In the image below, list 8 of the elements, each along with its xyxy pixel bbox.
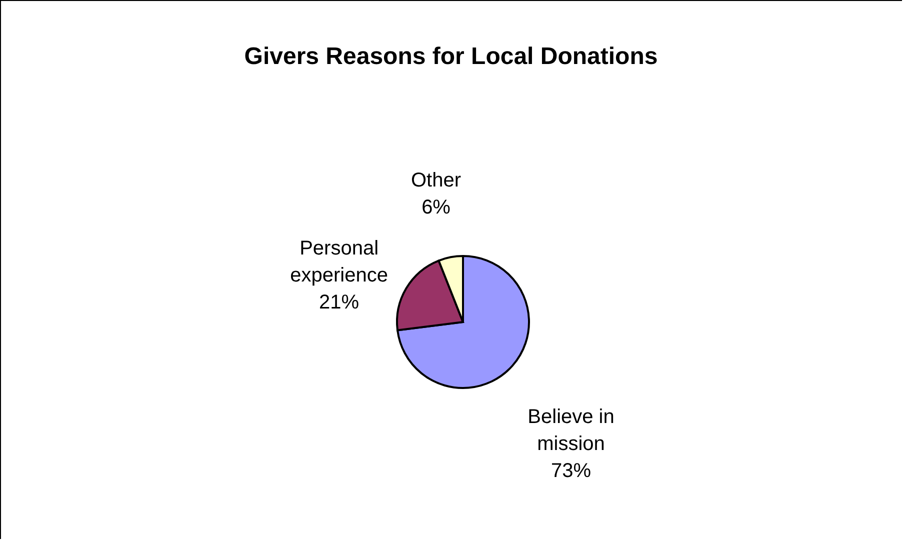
data-label: 6% [422,196,451,219]
data-label: 73% [551,460,592,482]
chart-title: Givers Reasons for Local Donations [244,43,658,70]
slice-label: Personal experience [290,238,388,287]
data-label: 21% [319,292,360,314]
slice-label: Believe in mission [528,406,614,456]
pie-slice [396,255,530,389]
slice-label: Other [411,170,462,192]
